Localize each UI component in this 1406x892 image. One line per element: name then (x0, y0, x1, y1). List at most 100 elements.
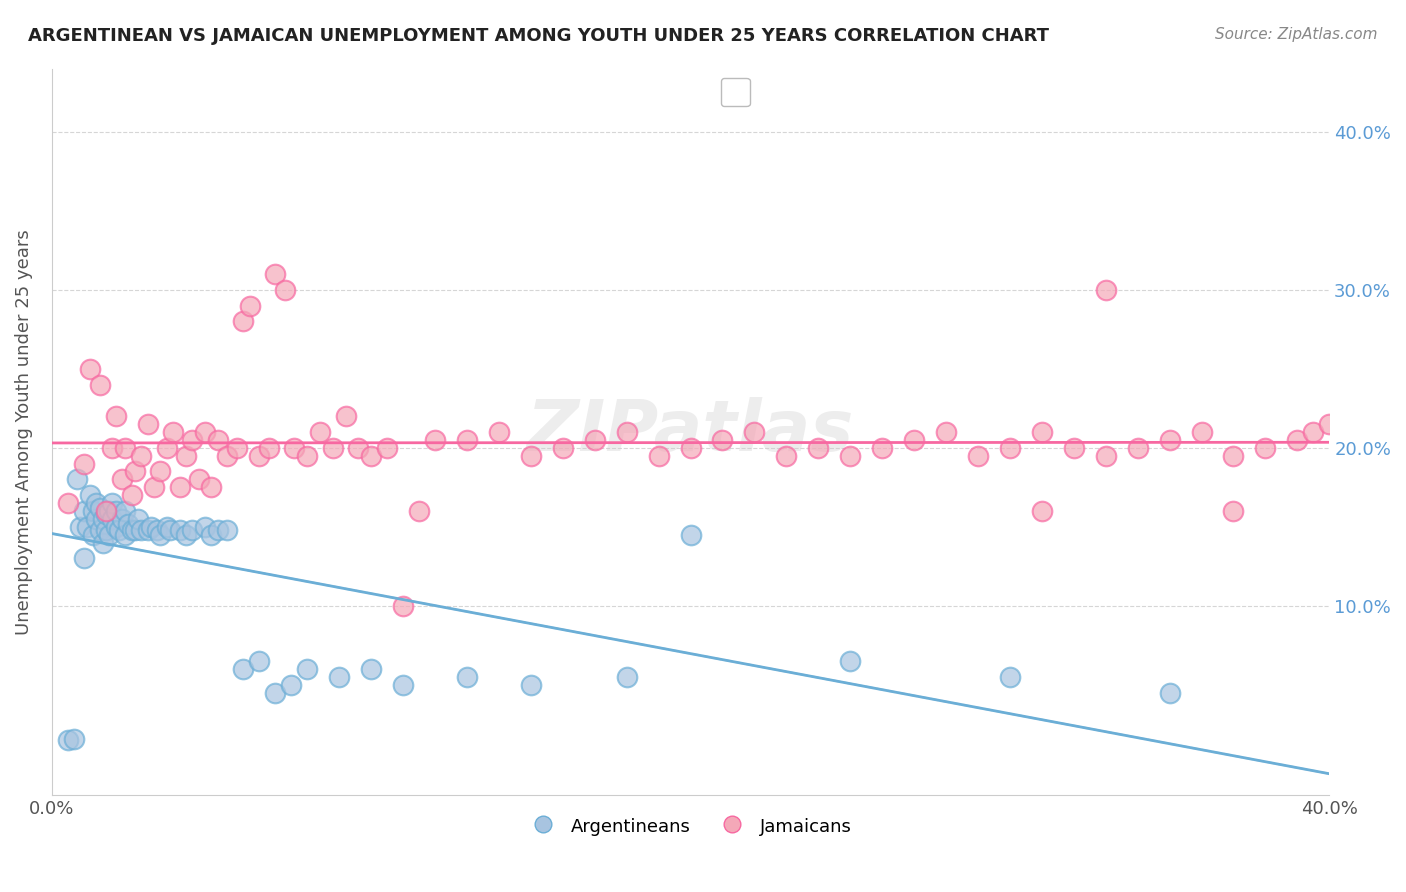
Point (101, 496, 124, 510)
Point (1222, 504, 1244, 518)
Point (91, 535, 114, 549)
Point (1094, 449, 1116, 463)
Point (1063, 441, 1085, 455)
Point (520, 678, 543, 692)
Point (162, 425, 184, 439)
Point (79, 361, 101, 376)
Point (124, 523, 146, 537)
Point (551, 441, 574, 455)
Point (239, 299, 262, 313)
Point (679, 441, 702, 455)
Point (129, 523, 152, 537)
Text: ARGENTINEAN VS JAMAICAN UNEMPLOYMENT AMONG YOUTH UNDER 25 YEARS CORRELATION CHAR: ARGENTINEAN VS JAMAICAN UNEMPLOYMENT AMO… (28, 27, 1049, 45)
Point (998, 670, 1021, 684)
Point (82, 527, 104, 541)
Point (616, 425, 638, 439)
Point (775, 449, 797, 463)
Point (94, 523, 117, 537)
Y-axis label: Unemployment Among Youth under 25 years: Unemployment Among Youth under 25 years (15, 229, 32, 635)
Point (73, 504, 96, 518)
Point (967, 449, 990, 463)
Point (104, 409, 127, 424)
Point (101, 512, 124, 526)
Point (1159, 686, 1181, 700)
Point (520, 449, 543, 463)
Point (111, 512, 134, 526)
Point (807, 441, 830, 455)
Point (309, 425, 332, 439)
Point (1031, 425, 1053, 439)
Point (870, 441, 893, 455)
Point (181, 523, 204, 537)
Point (297, 662, 319, 676)
Point (360, 449, 382, 463)
Point (274, 283, 297, 297)
Point (347, 441, 370, 455)
Point (488, 425, 510, 439)
Point (1031, 504, 1053, 518)
Point (232, 314, 254, 328)
Point (1159, 433, 1181, 447)
Point (616, 670, 638, 684)
Point (247, 449, 270, 463)
Point (583, 433, 606, 447)
Point (89, 523, 111, 537)
Point (247, 654, 270, 668)
Text: ZIPatlas: ZIPatlas (527, 398, 855, 467)
Legend: Argentineans, Jamaicans: Argentineans, Jamaicans (523, 808, 859, 845)
Point (104, 520, 127, 534)
Point (156, 520, 179, 534)
Point (456, 433, 478, 447)
Point (1286, 433, 1309, 447)
Point (89, 377, 111, 392)
Point (181, 433, 204, 447)
Point (360, 662, 382, 676)
Point (111, 472, 134, 486)
Point (1191, 425, 1213, 439)
Point (257, 441, 280, 455)
Point (104, 504, 127, 518)
Point (56, 733, 79, 747)
Point (998, 441, 1021, 455)
Point (280, 678, 302, 692)
Point (217, 449, 239, 463)
Point (89, 500, 111, 515)
Point (86, 496, 108, 510)
Point (839, 654, 862, 668)
Point (142, 480, 165, 494)
Point (139, 520, 162, 534)
Point (94, 504, 117, 518)
Point (63, 731, 86, 746)
Point (124, 465, 146, 479)
Point (136, 417, 159, 431)
Point (117, 516, 139, 531)
Point (647, 449, 669, 463)
Point (79, 488, 101, 502)
Point (66, 472, 89, 486)
Point (322, 441, 344, 455)
Point (392, 678, 415, 692)
Point (744, 425, 766, 439)
Point (121, 523, 143, 537)
Point (1126, 441, 1149, 455)
Point (73, 457, 96, 471)
Point (169, 523, 191, 537)
Point (297, 449, 319, 463)
Point (129, 449, 152, 463)
Point (207, 523, 229, 537)
Point (82, 504, 104, 518)
Point (69, 520, 91, 534)
Point (187, 472, 209, 486)
Point (839, 449, 862, 463)
Point (232, 662, 254, 676)
Point (423, 433, 446, 447)
Point (121, 488, 143, 502)
Point (149, 465, 172, 479)
Point (76, 520, 98, 534)
Point (1317, 417, 1340, 431)
Point (335, 409, 357, 424)
Point (149, 527, 172, 541)
Point (217, 523, 239, 537)
Point (711, 433, 734, 447)
Point (207, 433, 229, 447)
